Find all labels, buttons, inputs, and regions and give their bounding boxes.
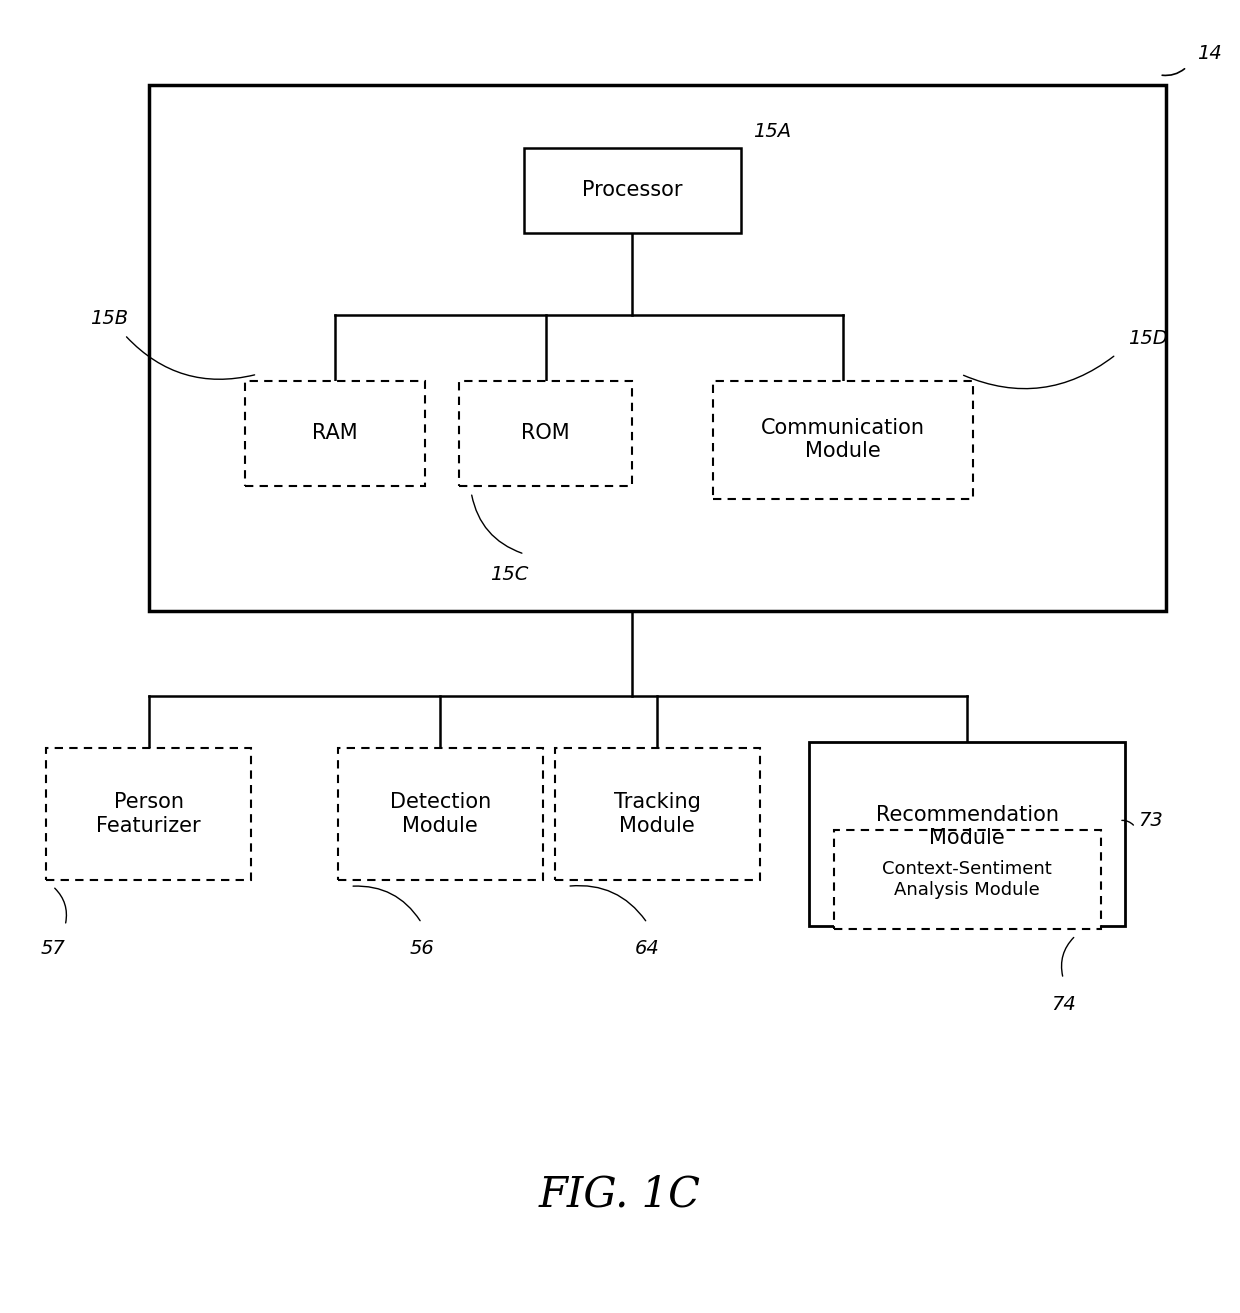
Text: Person
Featurizer: Person Featurizer	[97, 793, 201, 835]
Text: Detection
Module: Detection Module	[389, 793, 491, 835]
Bar	[713, 381, 973, 499]
Text: FIG. 1C: FIG. 1C	[539, 1174, 701, 1216]
Text: 15C: 15C	[490, 565, 528, 583]
Text: Processor: Processor	[582, 180, 683, 201]
Text: 74: 74	[1052, 995, 1075, 1014]
Text: Context-Sentiment
Analysis Module: Context-Sentiment Analysis Module	[883, 860, 1052, 899]
Bar	[246, 381, 424, 486]
Text: 15B: 15B	[91, 310, 128, 328]
Text: Communication
Module: Communication Module	[761, 419, 925, 461]
Text: 15D: 15D	[1128, 330, 1168, 348]
Text: 14: 14	[1197, 45, 1221, 63]
Bar	[337, 748, 543, 880]
Text: RAM: RAM	[312, 423, 357, 444]
Bar	[149, 85, 1166, 611]
Bar	[810, 742, 1126, 926]
Text: ROM: ROM	[521, 423, 570, 444]
Bar	[523, 147, 740, 232]
Text: 15A: 15A	[754, 122, 791, 142]
Bar	[833, 830, 1101, 930]
Bar	[556, 748, 759, 880]
Text: Recommendation
Module: Recommendation Module	[875, 805, 1059, 848]
Text: 64: 64	[635, 939, 660, 957]
Bar	[459, 381, 632, 486]
Text: 56: 56	[409, 939, 434, 957]
Text: 73: 73	[1138, 811, 1162, 830]
Text: Tracking
Module: Tracking Module	[614, 793, 701, 835]
Text: 57: 57	[40, 939, 64, 957]
Bar	[46, 748, 252, 880]
